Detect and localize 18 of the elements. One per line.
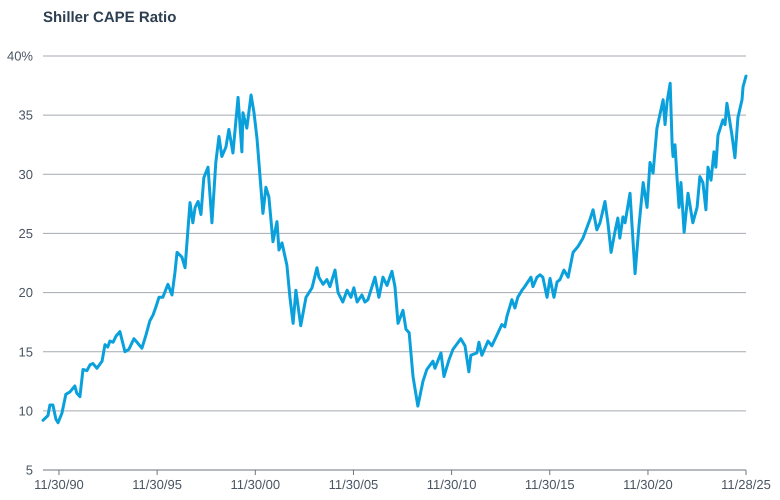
y-tick-label: 10 — [18, 403, 33, 418]
x-tick-label: 11/30/15 — [524, 477, 575, 492]
x-tick-label: 11/28/25 — [721, 477, 771, 492]
y-tick-label: 5 — [26, 462, 33, 478]
x-tick-label: 11/30/20 — [623, 477, 673, 492]
y-tick-label: 20 — [18, 285, 33, 300]
y-tick-label: 30 — [18, 166, 33, 182]
y-tick-label: 15 — [18, 344, 33, 360]
y-tick-label: 40% — [6, 48, 34, 64]
x-tick-label: 11/30/05 — [328, 477, 378, 492]
x-tick-label: 11/30/10 — [426, 477, 476, 492]
line-series — [42, 74, 748, 424]
y-tick-label: 35 — [18, 108, 33, 123]
x-tick-label: 11/30/00 — [230, 477, 280, 492]
y-tick-label: 25 — [18, 226, 33, 241]
x-tick-label: 11/30/95 — [132, 477, 182, 492]
x-tick-label: 11/30/90 — [34, 477, 84, 492]
chart-title: Shiller CAPE Ratio — [43, 9, 176, 26]
